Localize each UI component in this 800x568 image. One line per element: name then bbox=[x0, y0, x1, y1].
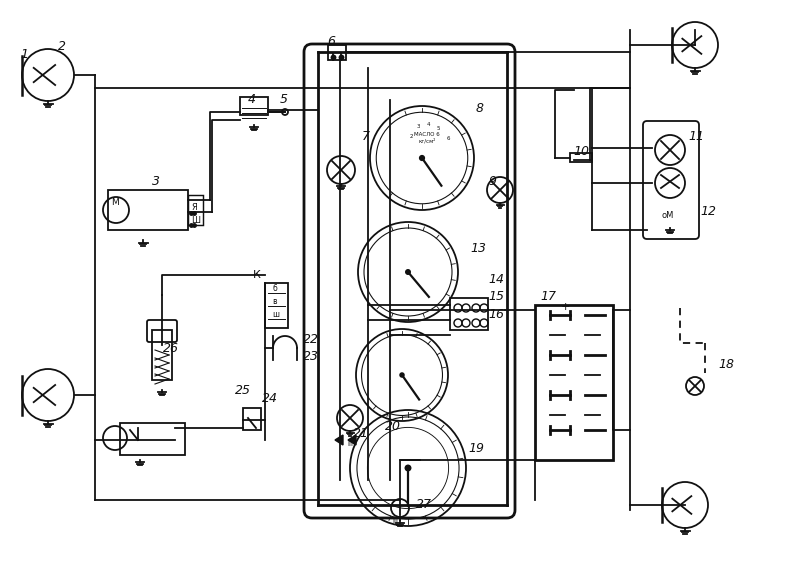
Bar bbox=[108, 190, 188, 230]
Text: 20: 20 bbox=[385, 420, 401, 433]
Text: 2: 2 bbox=[58, 40, 66, 53]
Circle shape bbox=[405, 269, 411, 275]
Text: 10: 10 bbox=[573, 145, 589, 158]
Circle shape bbox=[399, 372, 405, 378]
Text: в: в bbox=[272, 297, 277, 306]
Text: 26: 26 bbox=[163, 342, 179, 355]
Text: 11: 11 bbox=[688, 130, 704, 143]
Bar bbox=[243, 408, 261, 430]
Text: 17: 17 bbox=[540, 290, 556, 303]
Polygon shape bbox=[335, 435, 343, 445]
Text: 5: 5 bbox=[437, 126, 441, 131]
Text: 12: 12 bbox=[700, 205, 716, 218]
Text: 8: 8 bbox=[476, 102, 484, 115]
Text: ш: ш bbox=[272, 310, 279, 319]
Text: б: б bbox=[272, 284, 277, 293]
Polygon shape bbox=[348, 435, 356, 445]
Text: 25: 25 bbox=[235, 384, 251, 397]
Bar bbox=[535, 305, 613, 460]
Text: МАСЛО 6
кг/см²: МАСЛО 6 кг/см² bbox=[414, 132, 440, 143]
Text: оМ: оМ bbox=[662, 211, 674, 220]
Text: 23: 23 bbox=[303, 350, 319, 363]
Text: 4: 4 bbox=[248, 93, 256, 106]
Text: 21: 21 bbox=[353, 427, 369, 440]
Text: Я: Я bbox=[191, 203, 197, 212]
Circle shape bbox=[419, 155, 425, 161]
Text: 14: 14 bbox=[488, 273, 504, 286]
Text: 6: 6 bbox=[327, 35, 335, 48]
Bar bbox=[188, 195, 203, 225]
Text: 4: 4 bbox=[427, 122, 430, 127]
Text: 6: 6 bbox=[447, 136, 450, 141]
Text: +: + bbox=[560, 302, 570, 312]
Text: iii: iii bbox=[392, 518, 398, 524]
Text: 15: 15 bbox=[488, 290, 504, 303]
Bar bbox=[265, 283, 288, 328]
Text: 3: 3 bbox=[152, 175, 160, 188]
Text: К: К bbox=[253, 270, 261, 280]
Text: 18: 18 bbox=[718, 358, 734, 371]
Text: 27: 27 bbox=[416, 498, 432, 511]
Text: 5: 5 bbox=[280, 93, 288, 106]
Text: 13: 13 bbox=[470, 242, 486, 255]
Bar bbox=[328, 45, 346, 60]
Text: 24: 24 bbox=[262, 392, 278, 405]
Text: М: М bbox=[111, 198, 118, 207]
Bar bbox=[120, 423, 185, 455]
Bar bbox=[240, 97, 268, 115]
Text: 16: 16 bbox=[488, 308, 504, 321]
Circle shape bbox=[405, 465, 411, 471]
Text: 9: 9 bbox=[488, 175, 496, 188]
Text: 3: 3 bbox=[417, 124, 421, 129]
Bar bbox=[570, 153, 592, 162]
Text: Ш: Ш bbox=[191, 216, 200, 225]
Bar bbox=[450, 298, 488, 330]
Text: 2: 2 bbox=[410, 134, 414, 139]
Text: 7: 7 bbox=[362, 130, 370, 143]
Text: 22: 22 bbox=[303, 333, 319, 346]
Text: 19: 19 bbox=[468, 442, 484, 455]
Text: iii: iii bbox=[347, 441, 353, 447]
Text: 1: 1 bbox=[20, 48, 28, 61]
Bar bbox=[152, 330, 172, 380]
